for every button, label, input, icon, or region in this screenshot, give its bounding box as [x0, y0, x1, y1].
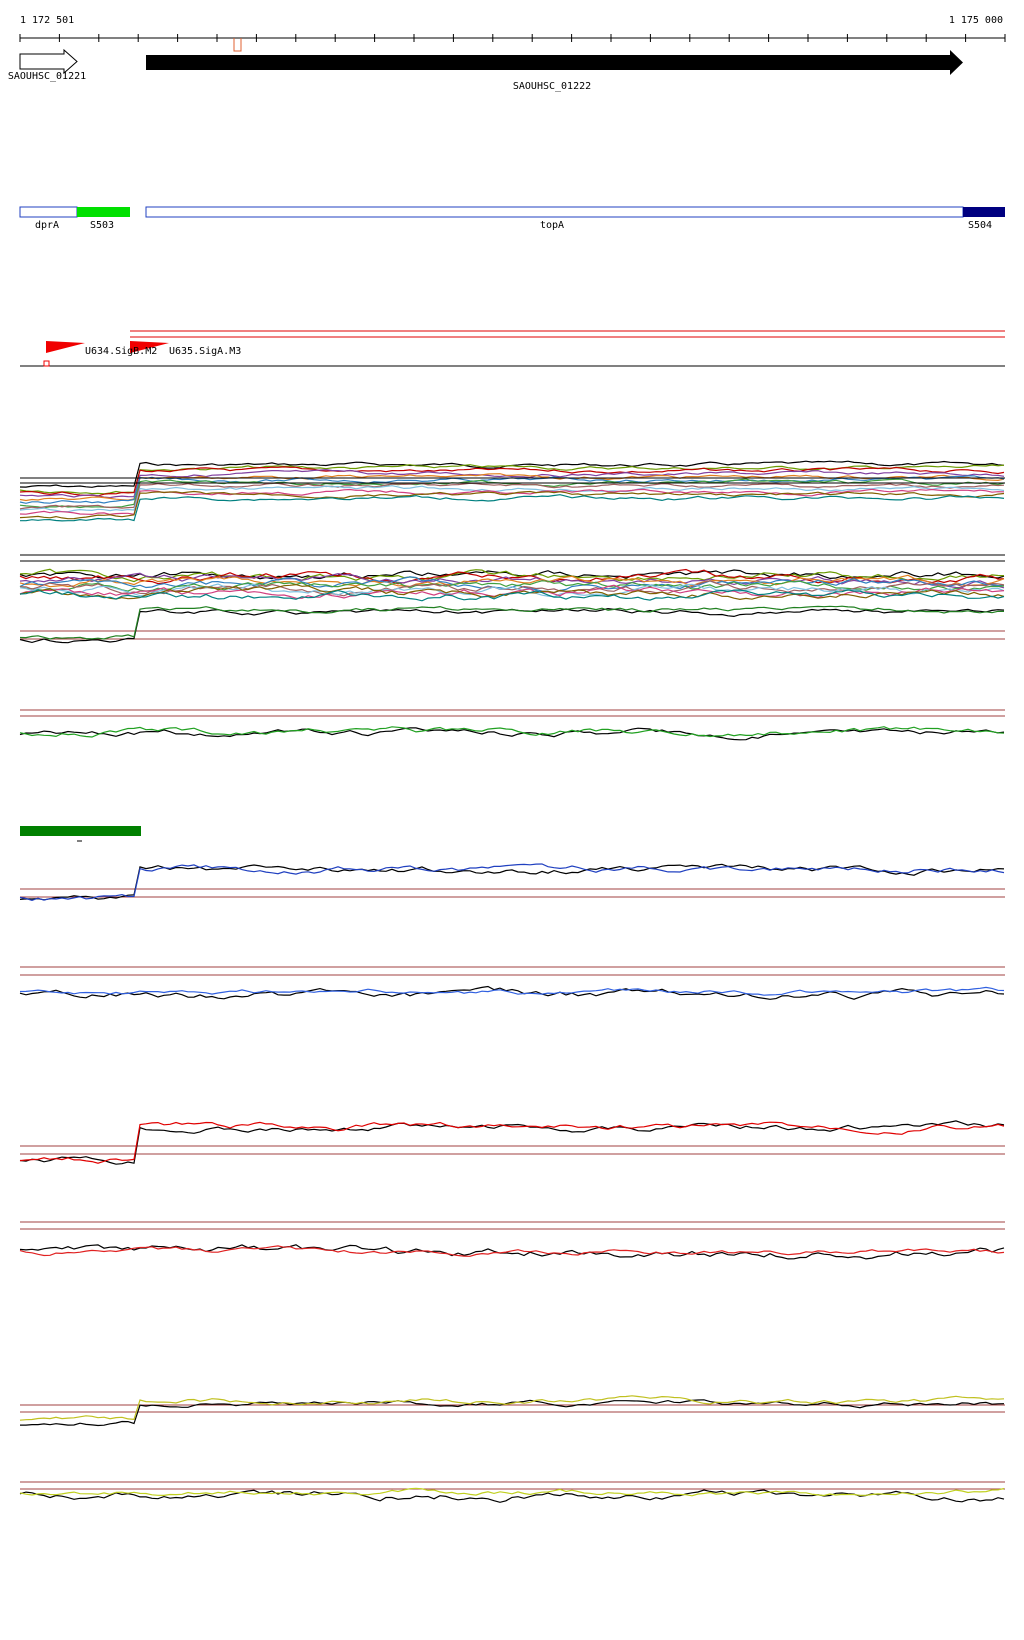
signal-line: [19, 986, 1005, 996]
signal-line: [19, 490, 1005, 520]
signal-line: [19, 1245, 1005, 1257]
signal-line: [19, 1395, 1005, 1421]
signal-line: [19, 568, 1005, 583]
signal-line: [19, 607, 1005, 644]
feature-label: S503: [90, 220, 114, 231]
signal-line: [19, 985, 1005, 1000]
signal-line: [19, 589, 1005, 602]
feature-label: topA: [540, 220, 564, 231]
signal-line: [19, 482, 1005, 510]
ruler-start: 1 172 501: [20, 15, 74, 26]
signal-line: [19, 473, 1005, 502]
ruler-ticks: [19, 34, 1006, 42]
feature-label: S504: [968, 220, 992, 231]
signal-line: [19, 580, 1005, 592]
feature: [145, 206, 964, 218]
expression-tracks: [19, 460, 1005, 1503]
ruler-end: 1 175 000: [949, 15, 1003, 26]
signal-line: [19, 605, 1005, 640]
signal-line: [19, 583, 1005, 598]
signal-line: [19, 727, 1005, 741]
promoter-mark: [43, 360, 50, 367]
signal-line: [19, 574, 1005, 588]
promoter-flag: [130, 341, 169, 366]
feature: [963, 207, 1005, 217]
signal-line: [19, 863, 1005, 902]
signal-line: [19, 468, 1005, 499]
signal-line: [19, 726, 1005, 738]
promoter-label: U634.SigB.M2: [85, 346, 157, 357]
signal-line: [19, 478, 1005, 509]
gene-arrow: [146, 50, 963, 75]
gene-label: SAOUHSC_01222: [513, 81, 591, 92]
signal-line: [19, 583, 1005, 601]
signal-line: [19, 466, 1005, 497]
signal-line: [19, 1121, 1005, 1164]
signal-line: [19, 863, 1005, 901]
signal-line: [19, 1244, 1005, 1260]
legend-bar: [20, 826, 141, 836]
gene-arrow: [19, 48, 78, 75]
gene-label: SAOUHSC_01221: [8, 71, 86, 82]
feature: [77, 207, 130, 217]
signal-line: [19, 1487, 1005, 1497]
signal-line: [19, 568, 1005, 585]
feature-label: dprA: [35, 220, 59, 231]
signal-line: [20, 1399, 1005, 1427]
feature: [19, 206, 78, 218]
signal-line: [19, 1489, 1005, 1503]
promoter-flag: [46, 341, 85, 366]
signal-line: [19, 580, 1005, 597]
signal-line: [19, 485, 1005, 513]
marker: [233, 38, 242, 52]
signal-line: [20, 494, 1005, 522]
promoter-label: U635.SigA.M3: [169, 346, 241, 357]
